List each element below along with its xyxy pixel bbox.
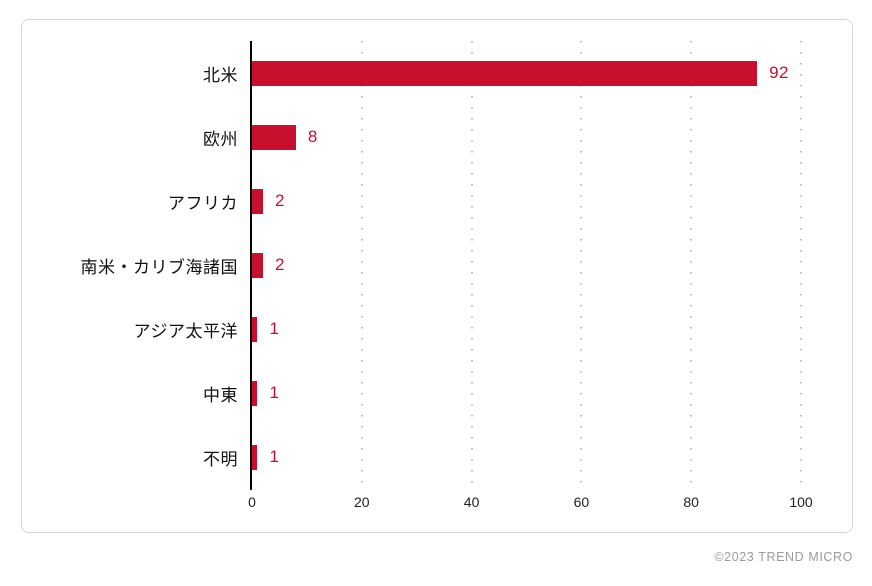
bar-row: 南米・カリブ海諸国 2 (22, 233, 852, 297)
bar (252, 444, 258, 470)
bar (252, 252, 263, 278)
y-axis-line (250, 41, 252, 490)
category-label: 不明 (203, 449, 238, 469)
bar-row: 不明 1 (22, 425, 852, 489)
bar-row: 欧州 8 (22, 105, 852, 169)
value-label: 2 (274, 191, 285, 210)
gridline (800, 41, 802, 489)
gridline (580, 41, 583, 489)
x-tick-label: 60 (573, 494, 590, 510)
category-label: 欧州 (203, 129, 238, 149)
value-label: 1 (269, 319, 280, 338)
gridlines-layer (252, 41, 802, 489)
bar-rows: 北米 92 欧州 8 アフリカ 2 南米・カリブ海諸国 2 アジア太平洋 1 中東 1 不明 1 (22, 41, 852, 489)
value-label: 2 (274, 255, 285, 274)
x-tick-label: 100 (789, 494, 813, 510)
gridline (690, 41, 693, 489)
bar-row: 中東 1 (22, 361, 852, 425)
value-label: 92 (769, 63, 789, 82)
bar-row: アジア太平洋 1 (22, 297, 852, 361)
bar (252, 188, 263, 214)
copyright-text: ©2023 TREND MICRO (714, 550, 853, 564)
x-tick-label: 0 (248, 494, 256, 510)
bar (252, 380, 258, 406)
category-label: 北米 (203, 65, 238, 85)
x-tick-label: 20 (354, 494, 370, 510)
x-tick-label: 40 (463, 494, 480, 510)
x-tick-label: 80 (683, 494, 699, 510)
category-label: 中東 (203, 385, 238, 405)
bar (252, 316, 258, 342)
x-axis-labels: 0 20 40 60 80 100 (248, 494, 813, 516)
gridline (360, 41, 363, 489)
category-label: アフリカ (168, 193, 238, 213)
value-label: 1 (269, 447, 280, 466)
gridline (470, 41, 473, 489)
chart-card: 北米 92 欧州 8 アフリカ 2 南米・カリブ海諸国 2 アジア太平洋 1 中東 1 不明 1 0 20 4… (21, 19, 853, 533)
bar-row: アフリカ 2 (22, 169, 852, 233)
category-label: アジア太平洋 (133, 321, 238, 341)
category-label: 南米・カリブ海諸国 (80, 257, 238, 277)
value-label: 1 (269, 383, 280, 402)
bar (252, 124, 296, 150)
bar-row: 北米 92 (22, 41, 852, 105)
bar (252, 60, 758, 86)
value-label: 8 (307, 127, 318, 146)
